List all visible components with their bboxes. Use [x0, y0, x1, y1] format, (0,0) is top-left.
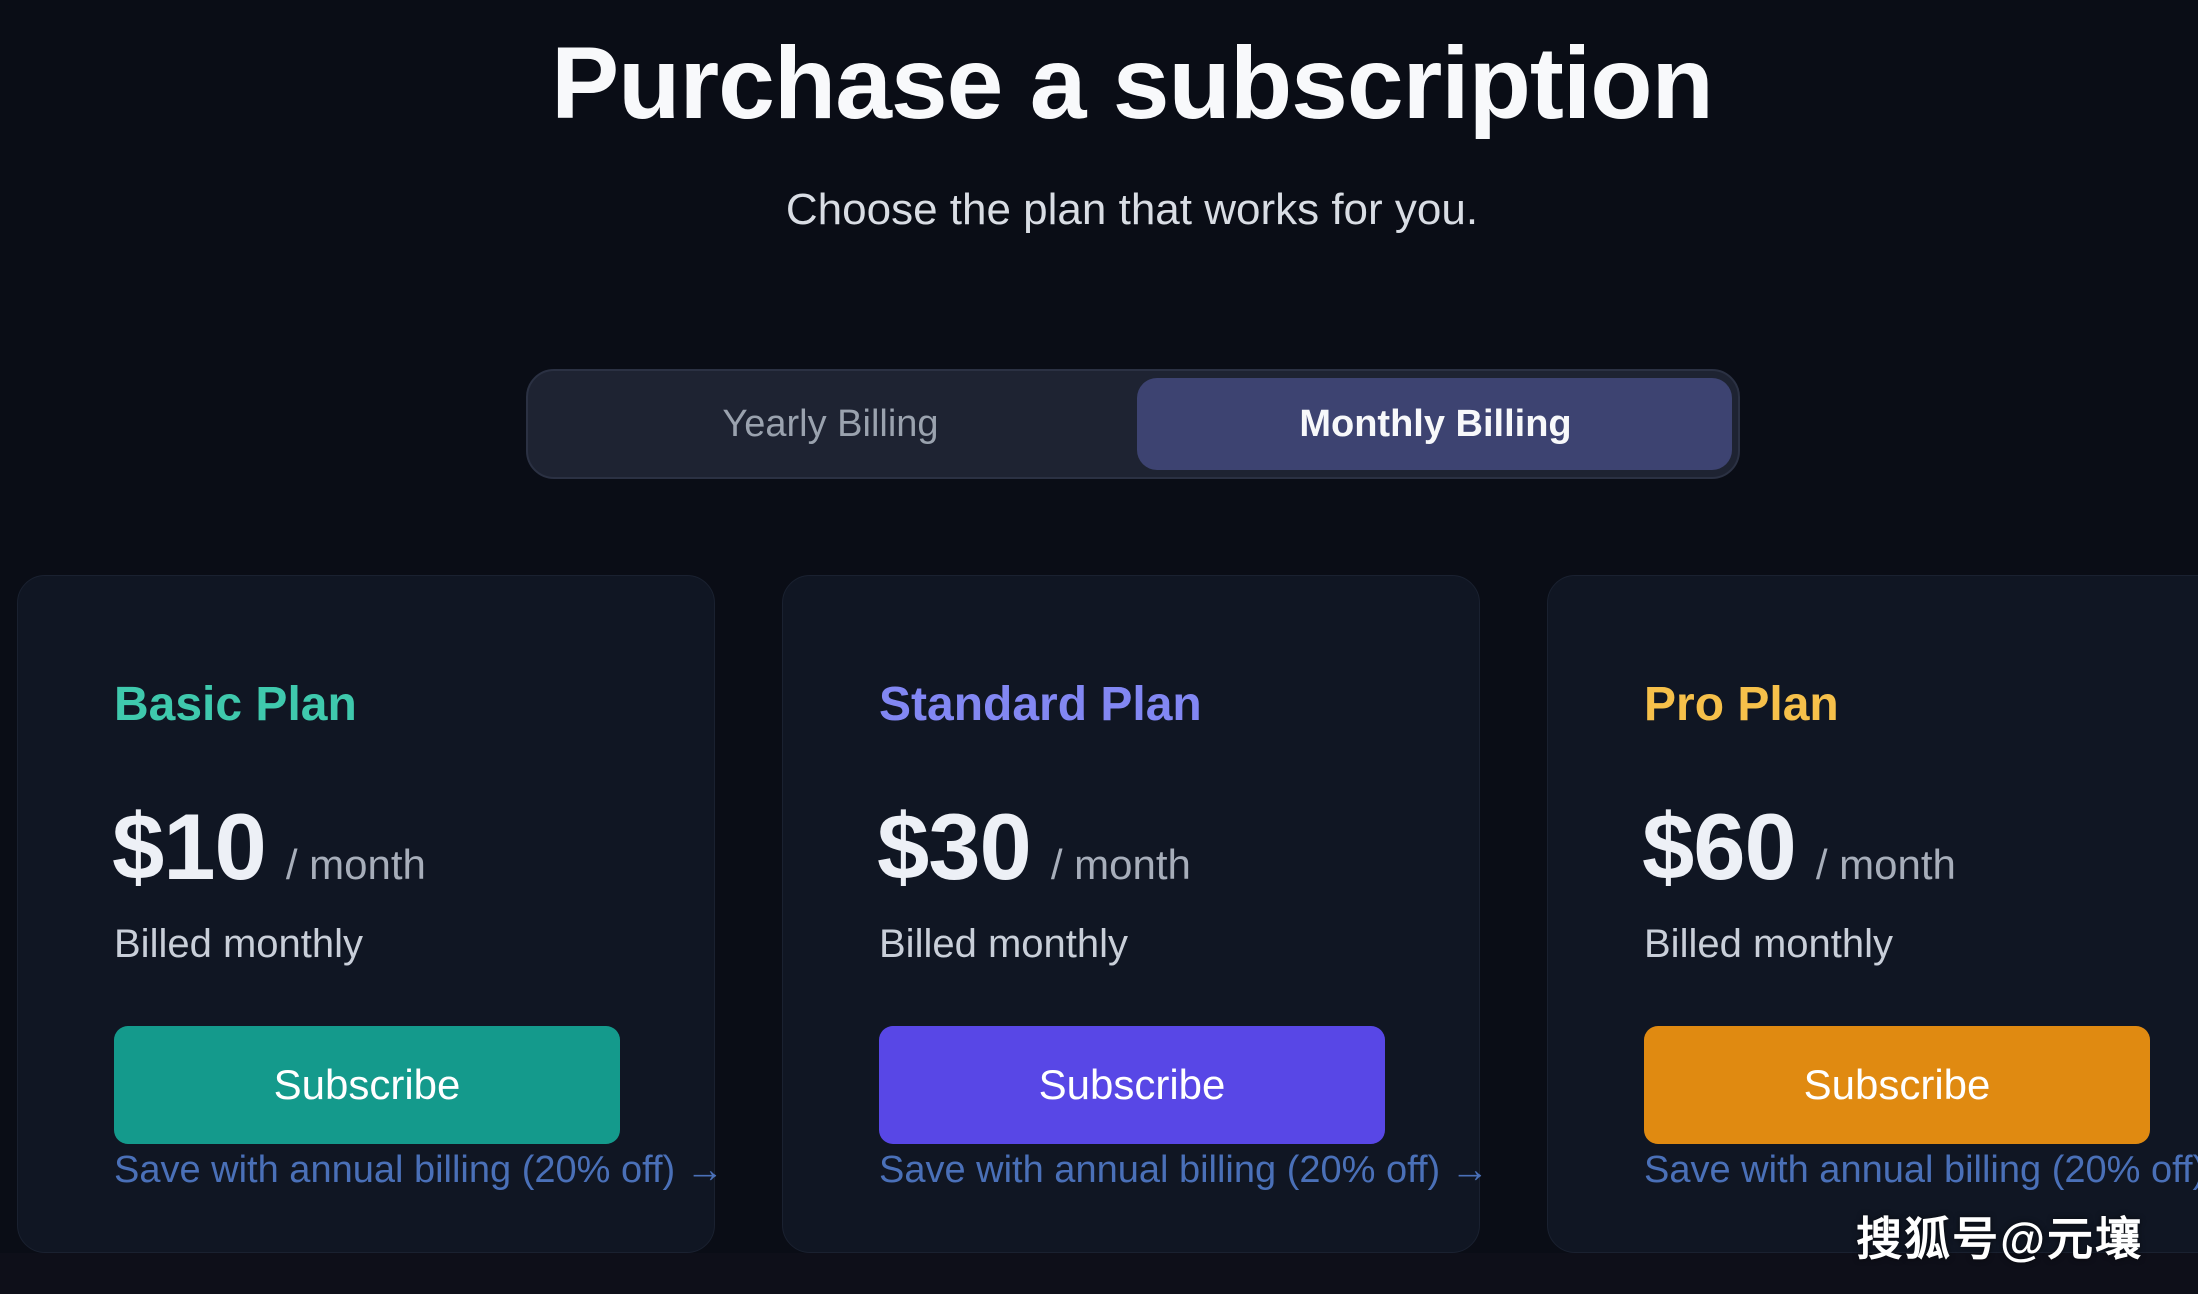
plan-period: / month [1815, 841, 1956, 888]
plan-price: $30 [877, 794, 1032, 899]
billing-note: Billed monthly [879, 922, 1129, 966]
toggle-active-pill [1137, 378, 1732, 470]
annual-billing-link-standard[interactable]: Save with annual billing (20% off) → [879, 1149, 1489, 1191]
annual-billing-link-basic[interactable]: Save with annual billing (20% off) → [114, 1149, 724, 1191]
price-row: $30 / month [877, 800, 1191, 894]
annual-billing-link-pro[interactable]: Save with annual billing (20% off) → [1644, 1149, 2198, 1191]
toggle-option-yearly[interactable]: Yearly Billing [722, 402, 939, 445]
watermark: 搜狐号@元壤 [1856, 1213, 2143, 1265]
price-row: $60 / month [1642, 800, 1956, 894]
plan-period: / month [1050, 841, 1191, 888]
price-row: $10 / month [112, 800, 426, 894]
subscribe-button-basic[interactable]: Subscribe [114, 1026, 620, 1144]
toggle-option-monthly[interactable]: Monthly Billing [1299, 402, 1572, 445]
plan-card-standard: Standard Plan $30 / month Billed monthly… [782, 575, 1489, 1253]
subscribe-button-standard[interactable]: Subscribe [879, 1026, 1385, 1144]
plan-period: / month [285, 841, 426, 888]
plan-price: $10 [112, 794, 267, 899]
page-title: Purchase a subscription [551, 26, 1714, 140]
page-subtitle: Choose the plan that works for you. [785, 185, 1479, 234]
plan-name: Standard Plan [879, 678, 1202, 731]
billing-toggle: Yearly Billing Monthly Billing [526, 369, 1740, 479]
subscribe-button-pro[interactable]: Subscribe [1644, 1026, 2150, 1144]
footer-strip [0, 1253, 2198, 1294]
plan-card-basic: Basic Plan $10 / month Billed monthly Su… [17, 575, 724, 1253]
billing-note: Billed monthly [1644, 922, 1894, 966]
plan-card-pro: Pro Plan $60 / month Billed monthly Subs… [1547, 575, 2198, 1253]
plan-name: Pro Plan [1644, 678, 1839, 731]
billing-note: Billed monthly [114, 922, 364, 966]
plan-price: $60 [1642, 794, 1797, 899]
plan-name: Basic Plan [114, 678, 357, 731]
